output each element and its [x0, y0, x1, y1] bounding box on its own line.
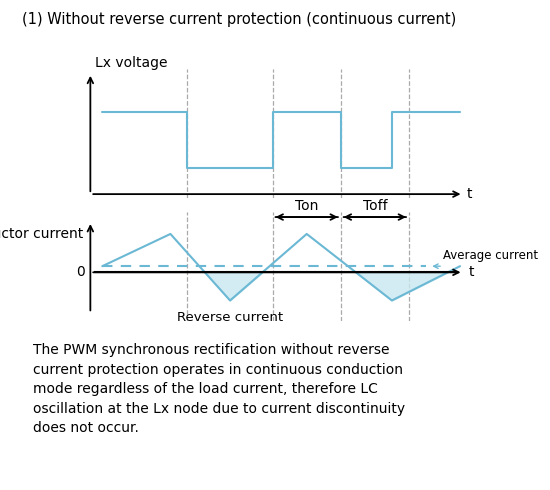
Text: (1) Without reverse current protection (continuous current): (1) Without reverse current protection (…	[22, 12, 456, 27]
Text: Lx voltage: Lx voltage	[96, 56, 168, 71]
Text: Average current: Average current	[443, 249, 538, 262]
Text: Inductor current: Inductor current	[0, 227, 84, 241]
Text: The PWM synchronous rectification without reverse
current protection operates in: The PWM synchronous rectification withou…	[33, 343, 405, 435]
Text: t: t	[467, 187, 472, 201]
Text: 0: 0	[76, 265, 85, 279]
Text: t: t	[469, 265, 474, 279]
Text: Reverse current: Reverse current	[177, 311, 283, 324]
Text: Toff: Toff	[362, 199, 387, 214]
Text: Ton: Ton	[295, 199, 318, 214]
